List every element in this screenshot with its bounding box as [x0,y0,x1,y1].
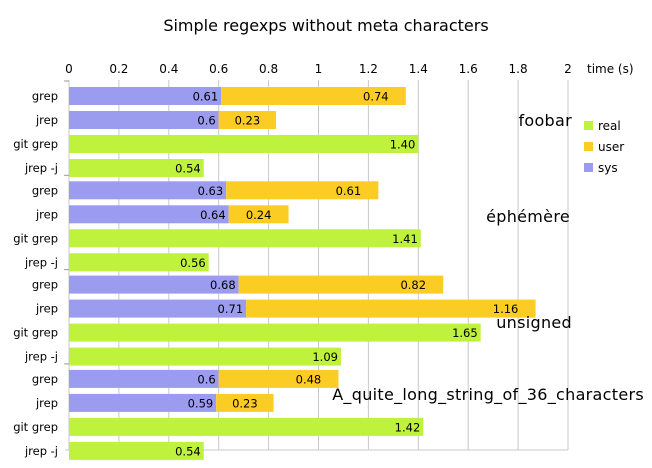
data-label: 1.41 [392,232,418,246]
bar-user [216,393,274,412]
data-label: 0.71 [218,302,244,316]
legend-label-user: user [598,140,624,154]
category-label: git grep [13,137,58,151]
data-label: 0.64 [200,208,226,222]
x-tick-label: 0.2 [109,62,128,76]
x-tick-label: 0.6 [209,62,228,76]
category-label: grep [32,278,58,292]
bar-sys [69,275,239,294]
bar-real [69,441,204,460]
x-tick-label: 0.8 [259,62,278,76]
x-tick-label: 1 [315,62,323,76]
data-label: 1.42 [395,420,421,434]
data-label: 0.23 [235,114,261,128]
data-label: 0.82 [400,278,426,292]
bar-real [69,159,204,177]
bar-real [69,347,341,366]
x-tick-label: 0 [65,62,73,76]
bar-user [221,87,406,105]
data-label: 1.16 [493,302,519,316]
bar-sys [69,393,217,412]
category-label: jrep [35,113,58,127]
bar-real [69,229,421,248]
bar-sys [69,111,219,129]
group-label: A_quite_long_string_of_36_characters [332,385,644,405]
legend-swatch-sys [584,163,593,172]
category-label: grep [32,183,58,197]
bar-user [246,299,536,318]
data-label: 0.74 [363,90,389,104]
category-label: jrep -j [24,350,58,364]
data-label: 0.24 [246,208,272,222]
bar-sys [69,205,229,224]
x-axis-unit-label: time (s) [587,62,634,76]
x-tick-label: 1.6 [459,62,478,76]
data-label: 0.61 [193,90,219,104]
data-label: 0.63 [198,184,224,198]
category-label: jrep [35,207,58,221]
category-label: grep [32,372,58,386]
bar-real [69,135,419,153]
data-label: 0.6 [197,372,215,386]
bar-user [218,111,277,129]
x-tick-label: 2 [564,62,572,76]
bar-user [228,205,289,224]
bar-sys [69,299,247,318]
x-axis: 0 0.2 0.4 0.6 0.8 1 1.2 1.4 1.6 1.8 2 [65,62,572,76]
data-label: 1.65 [452,326,478,340]
bar-real [69,253,209,272]
bar-sys [69,87,222,105]
category-label: jrep [35,396,58,410]
bar-real [69,323,481,342]
bar-user [238,275,444,294]
data-label: 1.40 [390,138,416,152]
category-label: jrep -j [24,161,58,175]
category-label: jrep -j [24,444,58,458]
legend-swatch-user [584,142,593,151]
x-tick-label: 0.4 [159,62,178,76]
bars: grep 0.61 0.74 jrep 0.6 0.23 git grep 1.40 jrep … [13,87,644,460]
x-tick-label: 1.8 [509,62,528,76]
category-label: git grep [13,326,58,340]
data-label: 0.54 [175,444,201,458]
data-label: 0.56 [180,256,206,270]
legend: real user sys [584,119,624,175]
legend-label-real: real [598,119,621,133]
category-label: jrep -j [24,255,58,269]
bar-real [69,417,424,436]
data-label: 0.59 [188,396,214,410]
bar-user [218,369,339,388]
category-label: git grep [13,420,58,434]
data-label: 0.68 [210,278,236,292]
bar-sys [69,369,219,388]
category-label: grep [32,89,58,103]
legend-label-sys: sys [598,161,618,175]
group-label: foobar [518,111,572,130]
data-label: 0.48 [296,372,322,386]
data-label: 0.54 [175,162,201,176]
data-label: 0.61 [336,184,362,198]
chart-title: Simple regexps without meta characters [163,16,488,35]
bar-user [226,181,379,200]
data-label: 0.6 [197,114,215,128]
group-label: unsigned [496,313,572,332]
legend-swatch-real [584,121,593,130]
bar-sys [69,181,227,200]
category-label: jrep [35,302,58,316]
x-tick-label: 1.4 [409,62,428,76]
group-label: éphémère [486,207,570,226]
data-label: 0.23 [232,396,258,410]
x-tick-label: 1.2 [359,62,378,76]
category-label: git grep [13,231,58,245]
data-label: 1.09 [312,350,338,364]
